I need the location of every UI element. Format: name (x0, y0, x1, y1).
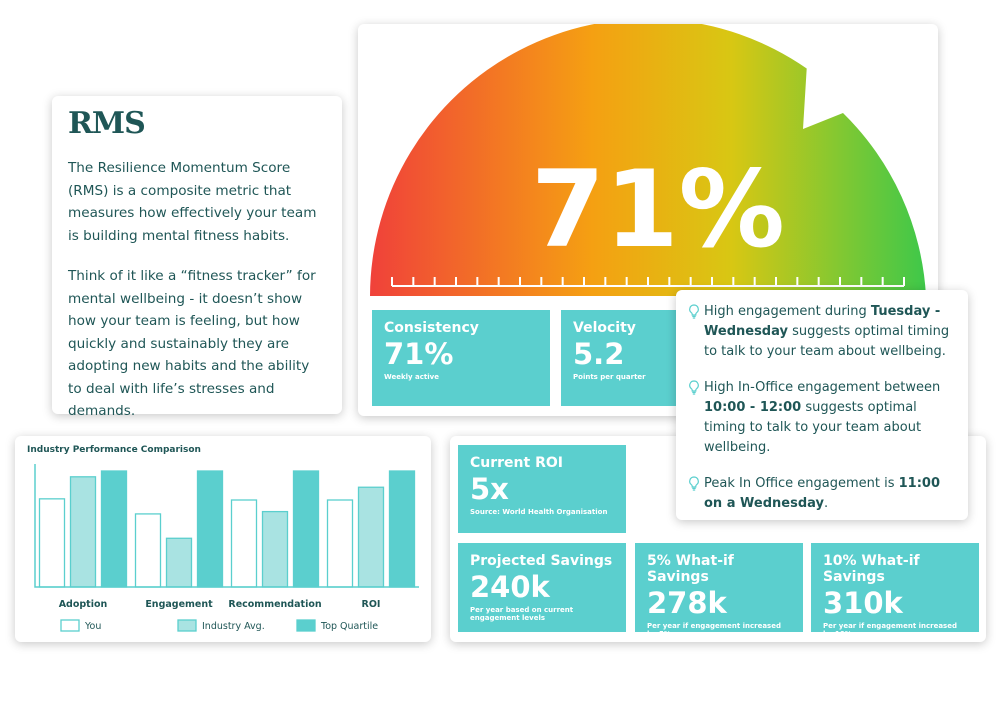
x-tick-label: Engagement (145, 599, 213, 610)
legend-label: You (84, 621, 101, 632)
five-percent-savings-sub: Per year if engagement increased by 5% (647, 622, 781, 638)
rms-paragraph-2: Think of it like a “fitness tracker” for… (68, 268, 316, 419)
industry-bar-chart: Adoption Engagement Recommendation ROI You In… (34, 464, 419, 632)
gauge-chart: 71% (370, 24, 926, 296)
legend-label: Top Quartile (320, 621, 378, 632)
bar-top-quartile-engagement (196, 470, 224, 588)
ten-percent-savings-value: 310k (823, 586, 903, 620)
bar-you-recommendation (230, 499, 258, 588)
insight-item: High In-Office engagement between 10:00 … (688, 378, 956, 458)
consistency-sub: Weekly active (384, 373, 439, 381)
ten-percent-savings-sub: Per year if engagement increased by 10% (823, 622, 957, 638)
x-tick-label: ROI (362, 599, 381, 610)
velocity-value: 5.2 (573, 337, 625, 371)
consistency-value: 71% (384, 337, 454, 371)
projected-savings-label: Projected Savings (470, 553, 613, 569)
x-tick-label: Adoption (59, 599, 108, 610)
current-roi-tile: Current ROI 5x Source: World Health Orga… (458, 445, 626, 533)
chart-axes (34, 464, 419, 588)
bar-top-quartile-recommendation (292, 470, 320, 588)
bar-you-adoption (38, 498, 66, 588)
gauge-arc (370, 24, 926, 296)
rms-paragraph-1: The Resilience Momentum Score (RMS) is a… (68, 160, 317, 244)
chart-title: Industry Performance Comparison (27, 445, 201, 455)
current-roi-value: 5x (470, 472, 509, 506)
consistency-tile: Consistency 71% Weekly active (372, 310, 550, 406)
projected-savings-sub: Per year based on current engagement lev… (470, 606, 574, 622)
bar-industry-avg-engagement (165, 537, 193, 588)
insight-item: Peak In Office engagement is 11:00 on a … (688, 474, 956, 514)
bar-industry-avg-recommendation (261, 510, 289, 588)
velocity-label: Velocity (573, 320, 636, 336)
lightbulb-icon (688, 380, 704, 458)
legend-swatch (296, 619, 316, 632)
industry-comparison-card: Industry Performance Comparison Adoption… (15, 436, 431, 642)
five-percent-savings-tile: 5% What-if Savings 278k Per year if enga… (635, 543, 803, 638)
insight-item: High engagement during Tuesday - Wednesd… (688, 302, 956, 362)
velocity-sub: Points per quarter (573, 373, 646, 381)
rms-description-card: RMS The Resilience Momentum Score (RMS) … (52, 96, 342, 419)
five-percent-savings-label: 5% What-if Savings (647, 553, 734, 585)
legend-swatch (60, 619, 80, 632)
consistency-label: Consistency (384, 320, 479, 336)
bar-you-engagement (134, 513, 162, 588)
bar-top-quartile-roi (388, 470, 416, 588)
ten-percent-savings-tile: 10% What-if Savings 310k Per year if eng… (811, 543, 979, 638)
bar-industry-avg-adoption (69, 476, 97, 588)
current-roi-source: Source: World Health Organisation (470, 508, 608, 516)
lightbulb-icon (688, 476, 704, 514)
projected-savings-value: 240k (470, 570, 550, 604)
gauge-scale (391, 277, 905, 287)
lightbulb-icon (688, 304, 704, 362)
ten-percent-savings-label: 10% What-if Savings (823, 553, 920, 585)
current-roi-label: Current ROI (470, 455, 563, 471)
bar-you-roi (326, 499, 354, 588)
legend-label: Industry Avg. (202, 621, 265, 632)
x-tick-label: Recommendation (228, 599, 321, 610)
legend-swatch (177, 619, 197, 632)
bar-top-quartile-adoption (100, 470, 128, 588)
insight-text: High In-Office engagement between 10:00 … (704, 380, 941, 455)
insights-card: High engagement during Tuesday - Wednesd… (676, 290, 968, 520)
rms-gauge-card: 71% Consistency 71% Weekly active Veloci… (358, 24, 938, 416)
gauge-value: 71% (531, 148, 785, 271)
insight-text: Peak In Office engagement is 11:00 on a … (704, 476, 941, 511)
five-percent-savings-value: 278k (647, 586, 727, 620)
rms-title: RMS (68, 106, 146, 141)
projected-savings-tile: Projected Savings 240k Per year based on… (458, 543, 626, 632)
bar-industry-avg-roi (357, 486, 385, 588)
insight-text: High engagement during Tuesday - Wednesd… (704, 304, 950, 359)
